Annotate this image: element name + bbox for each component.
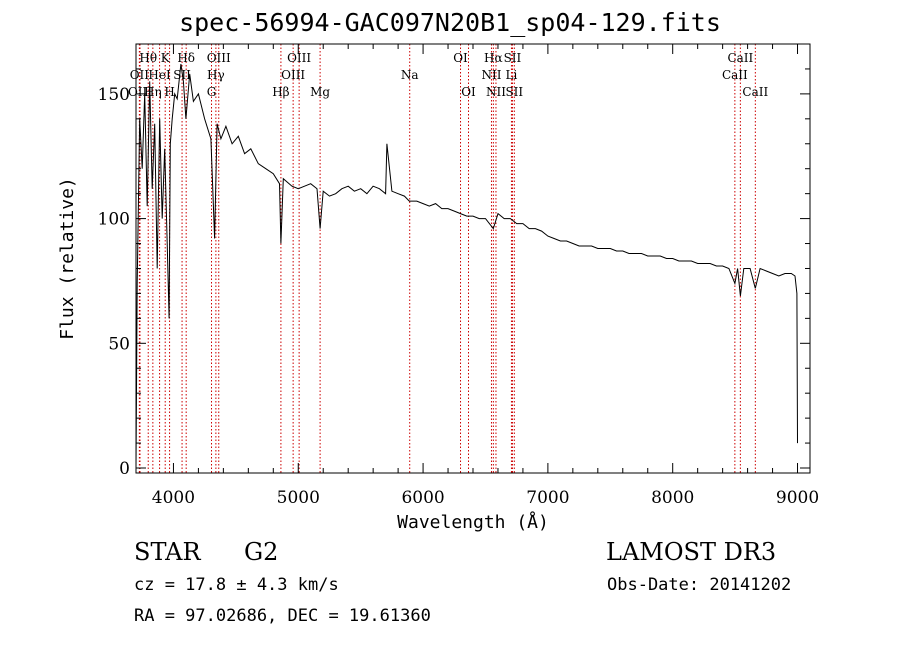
chart-title: spec-56994-GAC097N20B1_sp04-129.fits (179, 8, 721, 37)
x-tick-label-9000: 9000 (776, 488, 819, 508)
spectral-line-label-25: CaII (727, 51, 753, 65)
y-tick-label-0: 0 (119, 459, 130, 479)
y-axis-label: Flux (relative) (57, 177, 78, 340)
spectral-line-label-23: Li (506, 68, 518, 82)
spectral-line-label-26: CaII (722, 68, 748, 82)
spectral-line-label-22: SII (504, 51, 522, 65)
survey-name: LAMOST DR3 (606, 538, 777, 566)
x-tick-label-6000: 6000 (401, 488, 444, 508)
spectral-line-label-24: SII (505, 85, 523, 99)
spectral-line-label-16: Na (401, 68, 419, 82)
spectral-line-label-20: NII (481, 68, 501, 82)
spectral-line-label-17: OI (453, 51, 468, 65)
x-tick-label-8000: 8000 (651, 488, 694, 508)
y-axis-ticks: 0 50 100 150 (98, 68, 810, 479)
spectral-line-label-11: G (207, 85, 217, 99)
y-tick-label-150: 150 (98, 85, 130, 105)
plot-frame (135, 43, 811, 474)
x-tick-label-4000: 4000 (152, 488, 195, 508)
spectral-line-label-9: OIII (207, 51, 231, 65)
spectral-line-label-27: CaII (742, 85, 768, 99)
spectral-line-label-15: Mg (310, 85, 330, 99)
obs-date: Obs-Date: 20141202 (607, 575, 792, 595)
spectral-line-label-4: Hη (144, 85, 162, 99)
spectral-line-label-10: Hγ (207, 68, 225, 82)
spectral-line-label-14: OIII (281, 68, 305, 82)
spectral-line-label-13: OIII (287, 51, 311, 65)
spectral-line-label-1: OII (130, 68, 150, 82)
spectral-line-label-2: OIII (128, 85, 152, 99)
coordinates-readout: RA = 97.02686, DEC = 19.61360 (134, 606, 431, 626)
x-axis-ticks: 4000 5000 6000 7000 8000 9000 (152, 44, 819, 508)
spectral-line-label-6: H (164, 85, 174, 99)
spectral-line-label-18: OI (461, 85, 476, 99)
x-tick-label-5000: 5000 (277, 488, 320, 508)
flux-series-line (135, 63, 798, 469)
object-type: STAR (134, 538, 201, 566)
object-subclass: G2 (244, 538, 279, 566)
y-tick-label-50: 50 (108, 334, 130, 354)
spectral-line-label-21: NII (486, 85, 506, 99)
spectral-line-labels: Hθ OII OIII HeI Hη K H SII Hδ OIII Hγ G Hβ OIII OIII Mg… (128, 51, 769, 99)
spectral-line-label-0: Hθ (139, 51, 157, 65)
y-tick-label-100: 100 (98, 210, 130, 230)
x-tick-label-7000: 7000 (526, 488, 569, 508)
spectral-line-markers (138, 44, 756, 473)
spectral-line-label-3: HeI (148, 68, 171, 82)
spectral-line-label-19: Hα (484, 51, 503, 65)
redshift-readout: cz = 17.8 ± 4.3 km/s (134, 575, 339, 595)
spectral-line-label-8: Hδ (177, 51, 195, 65)
spectral-line-label-5: K (161, 51, 171, 65)
x-axis-label: Wavelength (Å) (397, 511, 549, 533)
spectral-line-label-12: Hβ (272, 85, 289, 99)
